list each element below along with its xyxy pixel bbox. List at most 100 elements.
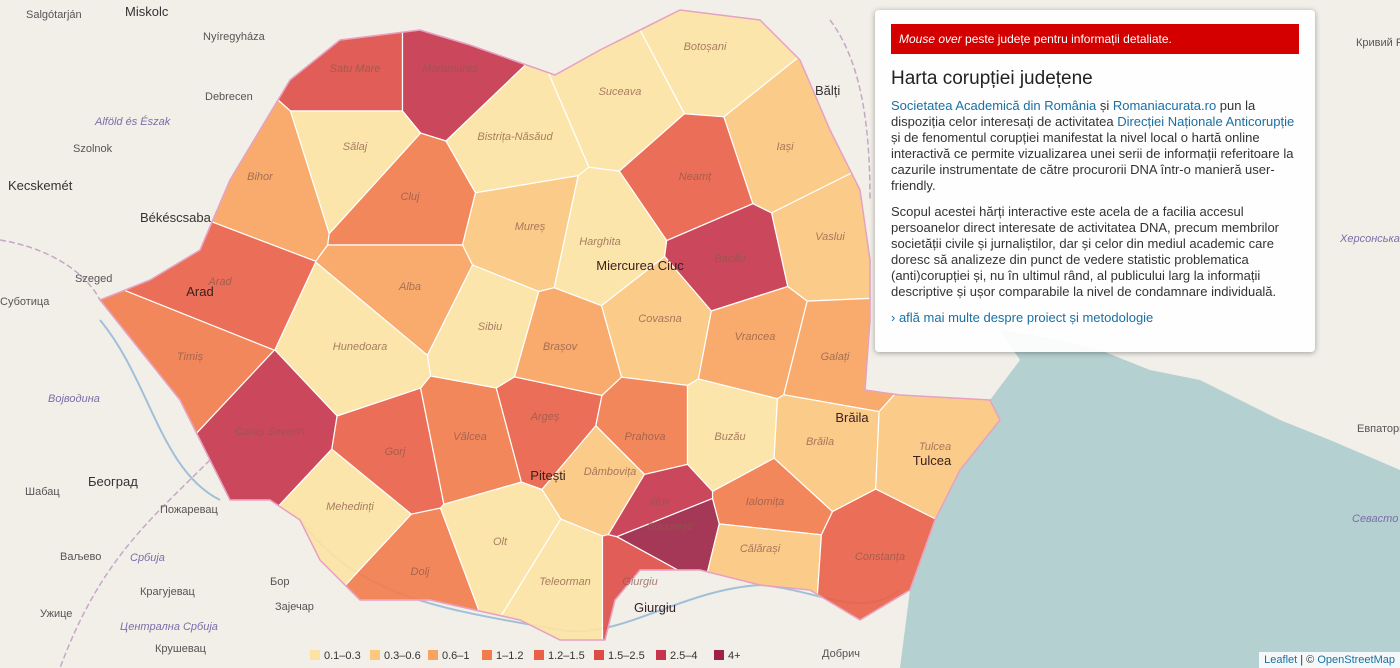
legend-label: 0.1–0.3 [324, 650, 361, 662]
county-label: Galați [821, 351, 850, 363]
county-label: Buzău [714, 431, 745, 443]
county-label: Prahova [625, 431, 666, 443]
more-link[interactable]: › află mai multe despre proiect și metod… [891, 310, 1154, 325]
county-label: Vrancea [735, 331, 776, 343]
legend-label: 0.6–1 [442, 650, 470, 662]
county-label: Caraș Severin [235, 426, 305, 438]
place-label: Србија [130, 552, 165, 564]
link[interactable]: Leaflet [1264, 654, 1298, 666]
place-label: Пожаревац [160, 504, 218, 516]
legend-label: 4+ [728, 650, 741, 662]
county-label: Harghita [579, 236, 621, 248]
city-label: Pitești [530, 468, 566, 483]
link[interactable]: OpenStreetMap [1317, 654, 1395, 666]
place-label: Добрич [822, 648, 860, 660]
county-label: Sălaj [343, 141, 368, 153]
county-label: Argeș [530, 411, 560, 423]
legend-swatch [534, 650, 544, 660]
place-label: Bălți [815, 83, 840, 98]
county-label: Satu Mare [330, 63, 381, 75]
place-label: Békéscsaba [140, 210, 212, 225]
county-label: Sibiu [478, 321, 502, 333]
county[interactable] [706, 523, 823, 596]
legend-swatch [482, 650, 492, 660]
legend-label: 1.2–1.5 [548, 650, 585, 662]
border [0, 19, 871, 668]
legend-label: 0.3–0.6 [384, 650, 421, 662]
link[interactable]: Romaniacurata.ro [1112, 98, 1217, 113]
legend-swatch [370, 650, 380, 660]
legend-label: 1.5–2.5 [608, 650, 645, 662]
city-label: Miercurea Ciuc [596, 258, 684, 273]
city-label: Brăila [835, 410, 869, 425]
county-label: Alba [398, 281, 421, 293]
place-label: Централна Србија [120, 621, 218, 633]
county-label: Gorj [385, 446, 406, 458]
place-label: Евпатория [1357, 423, 1400, 435]
text: pun la dispoziția celor interesați de ac… [891, 98, 1256, 129]
county-label: Dâmbovița [584, 466, 637, 478]
county-label: Giurgiu [622, 576, 657, 588]
county-label: Neamț [679, 171, 712, 183]
county-label: Brașov [543, 341, 579, 353]
legend-swatch [310, 650, 320, 660]
county-label: Constanța [855, 551, 905, 563]
place-label: Крушевац [155, 643, 207, 655]
attribution: Leaflet | © OpenStreetMap [1259, 652, 1400, 668]
county-label: Cluj [401, 191, 421, 203]
link[interactable]: Direcției Naționale Anticorupție [1117, 114, 1295, 129]
link[interactable]: Societatea Academică din România [891, 98, 1097, 113]
county-label: Teleorman [539, 576, 591, 588]
alert-text: peste județe pentru informații detaliate… [965, 32, 1172, 46]
text: și de fenomentul corupției manifestat la… [891, 130, 1294, 193]
county-label: Ilfov [650, 496, 672, 508]
county-label: Tulcea [919, 441, 951, 453]
sea [900, 330, 1400, 668]
city-label: Tulcea [913, 453, 952, 468]
legend-swatch [656, 650, 666, 660]
legend-swatch [428, 650, 438, 660]
place-label: Nyíregyháza [203, 31, 266, 43]
country-outline [98, 9, 1001, 641]
place-label: Кривий Ріг [1356, 37, 1400, 49]
counties [99, 9, 1001, 641]
info-panel: Mouse over peste județe pentru informați… [875, 10, 1315, 352]
place-label: Београд [88, 474, 138, 489]
county-label: Vâlcea [453, 431, 487, 443]
county-label: Mureș [515, 221, 546, 233]
county[interactable] [439, 481, 562, 617]
legend-swatch [594, 650, 604, 660]
city-label: Giurgiu [634, 600, 676, 615]
county-label: Botoșani [684, 41, 727, 53]
county-label: Maramureș [422, 63, 478, 75]
place-label: Ужице [40, 608, 72, 620]
county-label: Vaslui [815, 231, 845, 243]
county-label: Ialomița [746, 496, 785, 508]
county-label: Călărași [740, 543, 781, 555]
paragraph: Scopul acestei hărți interactive este ac… [891, 204, 1280, 299]
panel-title: Harta corupției județene [891, 68, 1093, 89]
county-label: Brăila [806, 436, 834, 448]
legend-swatch [714, 650, 724, 660]
text: și [1096, 98, 1113, 113]
county-label: Arad [207, 276, 232, 288]
county-label: Bistrița-Năsăud [477, 131, 553, 143]
county-label: Covasna [638, 313, 681, 325]
city-label: Arad [186, 284, 213, 299]
place-label: Крагујевац [140, 586, 196, 598]
alert: Mouse over peste județe pentru informați… [891, 24, 1299, 54]
place-label: Kecskemét [8, 178, 73, 193]
text: | © [1297, 654, 1318, 666]
place-label: Зајечар [275, 601, 314, 613]
place-label: Херсонська [1339, 233, 1400, 245]
county-label: Hunedoara [333, 341, 387, 353]
place-label: Шабац [25, 486, 60, 498]
place-label: Szeged [75, 273, 112, 285]
place-label: Alföld és Észak [94, 115, 171, 128]
county-label: Bihor [247, 171, 274, 183]
legend-label: 2.5–4 [670, 650, 698, 662]
place-label: Ваљево [60, 551, 101, 563]
county-label: Mehedinți [326, 501, 374, 513]
